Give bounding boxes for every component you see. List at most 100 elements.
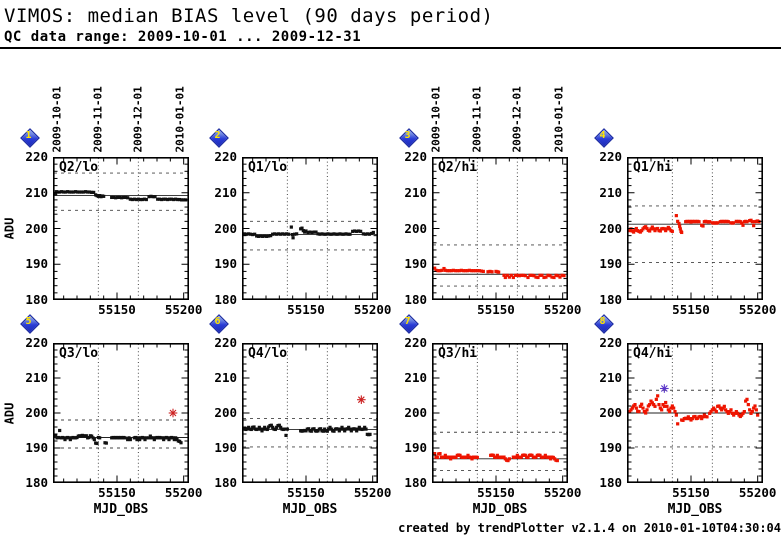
data-point (88, 190, 92, 194)
data-point (128, 438, 132, 442)
badge-1[interactable]: 1 (19, 127, 40, 148)
badge-number: 8 (599, 316, 606, 327)
data-point (664, 400, 668, 405)
axis-ticks (54, 344, 188, 482)
data-point (552, 275, 556, 280)
data-point (461, 269, 465, 273)
data-point (251, 232, 255, 237)
plot-frame (432, 157, 568, 300)
data-point (243, 232, 247, 236)
data-point (249, 232, 253, 236)
data-point (453, 269, 457, 273)
data-point (361, 427, 365, 431)
data-point (532, 274, 536, 278)
data-point (269, 423, 273, 427)
data-point (128, 197, 132, 201)
y-tick-label: 220 (214, 149, 237, 164)
data-point (265, 427, 269, 432)
data-point (247, 232, 251, 236)
data-points (433, 266, 566, 280)
data-point (542, 275, 546, 280)
data-point (76, 190, 80, 194)
y-tick-label: 180 (214, 475, 237, 490)
data-point (308, 230, 312, 234)
y-tick-label: 200 (404, 405, 427, 420)
y-tick-label: 220 (25, 149, 48, 164)
data-point (742, 410, 746, 414)
data-point (658, 229, 662, 233)
data-point (716, 221, 720, 225)
data-point (330, 232, 334, 236)
data-point (732, 413, 736, 417)
plot-frame (432, 343, 568, 483)
x-tick-label: 55200 (164, 485, 203, 500)
data-point (86, 190, 90, 194)
data-point (451, 268, 455, 272)
data-point (291, 236, 295, 240)
data-point (640, 229, 644, 233)
data-point (672, 406, 676, 410)
badge-5[interactable]: 5 (19, 313, 40, 334)
data-point (68, 438, 72, 442)
plot-area (242, 157, 378, 300)
x-tick-label: 55200 (738, 485, 777, 500)
data-point (295, 232, 299, 236)
header-divider (0, 47, 781, 49)
badge-2[interactable]: 2 (208, 127, 229, 148)
badge-3[interactable]: 3 (398, 127, 419, 148)
data-point (746, 403, 750, 407)
data-point (438, 269, 442, 273)
plot-area (242, 343, 378, 483)
badge-6[interactable]: 6 (208, 313, 229, 334)
data-point (162, 438, 166, 442)
data-point (277, 423, 281, 427)
badge-8[interactable]: 8 (593, 313, 614, 334)
y-tick-label: 200 (214, 220, 237, 236)
data-point (674, 413, 678, 417)
y-tick-label: 180 (25, 475, 48, 490)
data-point (158, 197, 162, 201)
data-point (304, 229, 308, 233)
data-point (72, 190, 76, 194)
data-point (477, 269, 481, 273)
badge-number: 4 (599, 130, 606, 141)
data-point (676, 219, 680, 223)
x-axis-label: MJD_OBS (93, 502, 149, 517)
data-point (443, 268, 447, 272)
data-point (363, 425, 367, 429)
data-point (170, 197, 174, 201)
data-point (523, 453, 527, 457)
data-point (90, 434, 94, 438)
data-point (148, 434, 152, 438)
badge-4[interactable]: 4 (593, 127, 614, 148)
data-point (353, 427, 357, 431)
data-point (287, 232, 291, 236)
data-point (359, 229, 363, 233)
data-point (475, 455, 479, 460)
data-point (263, 425, 267, 429)
data-point (135, 438, 139, 442)
data-point (486, 270, 490, 274)
y-tick-label: 220 (404, 149, 427, 164)
data-point (640, 402, 644, 406)
data-point (343, 429, 347, 433)
data-point (363, 232, 367, 236)
data-point (136, 197, 140, 201)
y-tick-label: 200 (214, 405, 237, 420)
data-point (285, 427, 289, 431)
data-point (653, 229, 657, 233)
data-point (633, 403, 637, 407)
data-point (634, 406, 638, 410)
data-point (542, 455, 546, 459)
data-point (289, 225, 293, 229)
data-point (628, 229, 632, 233)
data-point (143, 438, 147, 442)
data-point (318, 232, 322, 236)
badge-7[interactable]: 7 (398, 313, 419, 334)
data-point (369, 231, 373, 236)
data-point (637, 410, 641, 414)
data-point (365, 232, 369, 236)
data-point (693, 414, 697, 419)
data-point (174, 436, 178, 440)
